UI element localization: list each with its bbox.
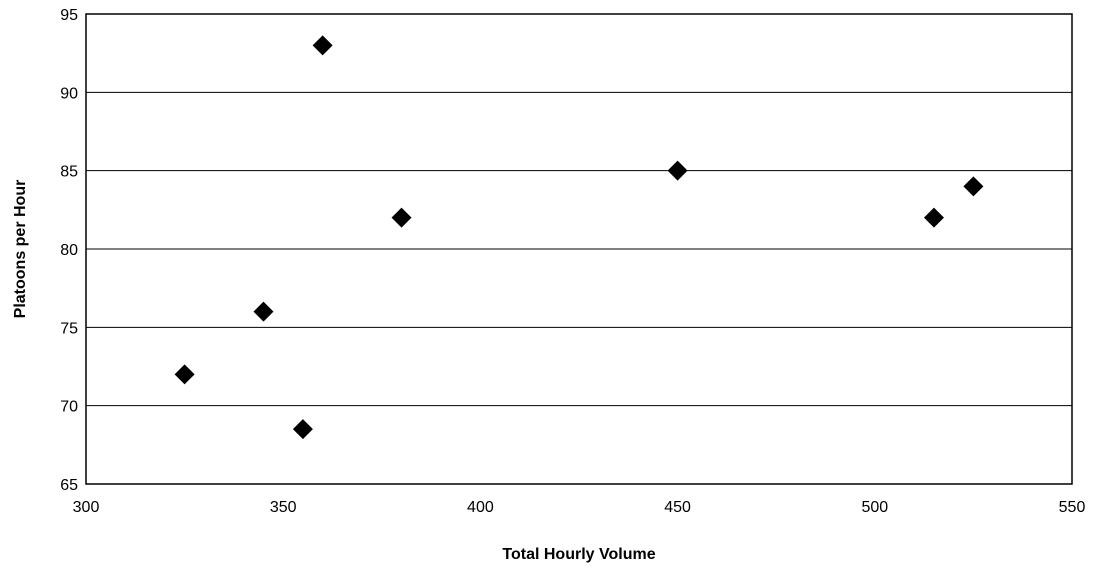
y-tick-label: 65 <box>60 477 78 494</box>
plot-frame <box>85 13 1073 485</box>
data-point-3 <box>292 419 313 440</box>
y-tick-label: 70 <box>60 399 78 416</box>
x-tick-label: 300 <box>73 499 100 516</box>
data-point-7 <box>923 207 944 228</box>
y-tick-label: 75 <box>60 320 78 337</box>
grid-lines <box>86 91 1072 407</box>
y-axis-ticks: 65 70 75 80 85 90 95 <box>60 7 78 494</box>
x-tick-label: 400 <box>467 499 494 516</box>
data-point-4 <box>312 35 333 56</box>
y-tick-label: 80 <box>60 242 78 259</box>
y-tick-label: 85 <box>60 164 78 181</box>
data-point-2 <box>253 301 274 322</box>
x-axis-title: Total Hourly Volume <box>502 546 655 563</box>
data-point-6 <box>667 160 688 181</box>
x-tick-label: 500 <box>861 499 888 516</box>
x-axis-ticks: 300 350 400 450 500 550 <box>73 499 1086 516</box>
data-point-5 <box>391 207 412 228</box>
data-points <box>174 35 984 440</box>
x-tick-label: 550 <box>1059 499 1086 516</box>
x-tick-label: 450 <box>664 499 691 516</box>
data-point-8 <box>963 176 984 197</box>
data-point-1 <box>174 364 195 385</box>
y-tick-label: 95 <box>60 7 78 24</box>
y-tick-label: 90 <box>60 85 78 102</box>
x-tick-label: 350 <box>270 499 297 516</box>
y-axis-title: Platoons per Hour <box>12 180 29 319</box>
